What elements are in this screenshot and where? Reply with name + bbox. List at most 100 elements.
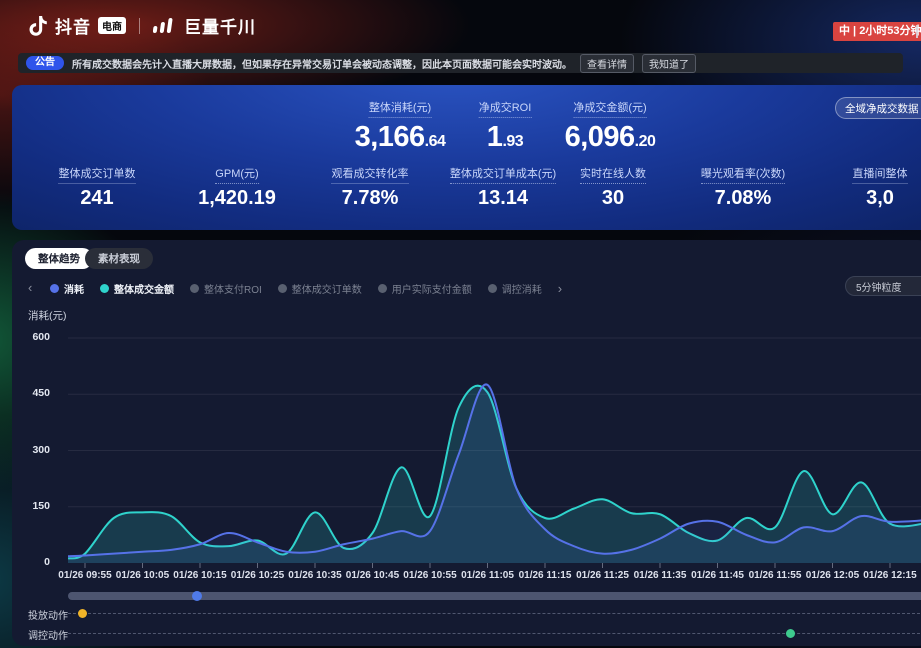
action-row-label: 调控动作 xyxy=(28,631,68,642)
legend-dot-icon xyxy=(190,283,199,293)
metric-value: 30 xyxy=(601,187,625,209)
legend-label: 调控消耗 xyxy=(501,284,542,296)
x-axis-label: 01/26 10:45 xyxy=(345,570,400,581)
legend-label: 整体支付ROI xyxy=(204,284,262,296)
metric-view-conversion-rate: 观看成交转化率 7.78% xyxy=(331,164,409,210)
scrollbar-handle[interactable] xyxy=(192,591,203,601)
metric-exposure-view-rate: 曝光观看率(次数) 7.08% xyxy=(700,164,786,210)
action-marker-dot[interactable] xyxy=(78,609,88,618)
legend-item-pay-roi[interactable]: 整体支付ROI xyxy=(190,281,262,296)
metric-label: 净成交金额(元) xyxy=(573,99,647,118)
action-timeline xyxy=(68,613,921,614)
metric-online-users: 实时在线人数 30 xyxy=(580,164,646,210)
gmv-area xyxy=(68,385,921,563)
x-axis-label: 01/26 10:55 xyxy=(403,570,457,581)
metric-value: 3,0 xyxy=(866,187,894,209)
chart-scrollbar[interactable] xyxy=(68,591,921,601)
legend-item-order-count[interactable]: 整体成交订单数 xyxy=(277,281,362,296)
metric-value: 1,420.19 xyxy=(198,187,276,209)
consume-area xyxy=(68,384,921,563)
tab-material-performance[interactable]: 素材表现 xyxy=(85,248,153,269)
legend-label: 整体成交订单数 xyxy=(291,284,362,296)
brand-divider xyxy=(139,17,140,34)
metric-overall-consume: 整体消耗(元) 3,166.64 xyxy=(355,98,446,154)
legend-item-user-pay-amount[interactable]: 用户实际支付金额 xyxy=(377,281,472,296)
action-row-label: 投放动作 xyxy=(28,611,68,622)
x-axis-label: 01/26 11:45 xyxy=(691,570,744,581)
y-axis-tick-label: 150 xyxy=(32,499,50,512)
metric-label: 观看成交转化率 xyxy=(331,165,409,184)
douyin-wordmark: 抖音 xyxy=(55,18,91,37)
metric-value: 1.93 xyxy=(486,121,524,153)
x-axis-label: 01/26 10:35 xyxy=(288,570,342,581)
metric-value: 13.14 xyxy=(477,187,529,209)
metric-value: 3,166.64 xyxy=(354,121,446,153)
qianchuan-wordmark: 巨量千川 xyxy=(184,18,256,37)
x-axis-label: 01/26 11:35 xyxy=(633,570,687,581)
metric-label: 整体成交订单成本(元) xyxy=(449,165,557,184)
metric-label: 整体成交订单数 xyxy=(58,165,136,184)
x-axis-label: 01/26 12:05 xyxy=(805,570,860,581)
x-axis-label: 01/26 12:15 xyxy=(863,570,917,581)
edge-divider xyxy=(916,25,918,38)
legend-dot-icon xyxy=(277,283,287,293)
metric-value: 241 xyxy=(80,187,114,209)
data-scope-selector[interactable]: 全域净成交数据 ⌄ xyxy=(835,97,921,119)
legend-item-gmv[interactable]: 整体成交金额 xyxy=(100,281,174,296)
metric-order-count: 整体成交订单数 241 xyxy=(58,164,136,210)
action-row-delivery-action: 投放动作 xyxy=(16,604,921,622)
consume-line xyxy=(67,383,921,558)
metric-value: 7.08% xyxy=(714,187,772,209)
data-scope-label: 全域净成交数据 xyxy=(845,102,919,115)
metric-order-cost: 整体成交订单成本(元) 13.14 xyxy=(449,164,557,210)
legend-dot-icon xyxy=(100,283,109,293)
trend-chart xyxy=(67,330,921,570)
action-row-control-action: 调控动作 xyxy=(16,624,921,642)
notice-tag: 公告 xyxy=(26,56,64,70)
legend-label: 消耗 xyxy=(64,284,84,296)
legend-item-control-consume[interactable]: 调控消耗 xyxy=(487,281,542,296)
granularity-selector[interactable]: 5分钟粒度 xyxy=(845,276,921,296)
y-axis-title: 消耗(元) xyxy=(28,310,67,322)
x-axis-label: 01/26 11:15 xyxy=(518,570,572,581)
y-axis-tick-label: 300 xyxy=(32,443,50,456)
brand: 抖音 电商 巨量千川 xyxy=(28,13,256,38)
y-axis-tick-label: 0 xyxy=(44,556,50,568)
metric-label: 直播间整体 xyxy=(852,165,908,184)
view-details-button[interactable]: 查看详情 xyxy=(580,53,634,73)
live-duration-badge: 中 | 2小时53分钟 xyxy=(833,22,921,41)
notice-text: 所有成交数据会先计入直播大屏数据，但如果存在异常交易订单会被动态调整，因此本页面… xyxy=(72,59,572,71)
action-marker-dot[interactable] xyxy=(786,629,796,638)
x-axis-label: 01/26 11:55 xyxy=(748,570,802,581)
legend-prev-arrow[interactable]: ‹ xyxy=(28,280,33,295)
ecommerce-badge: 电商 xyxy=(98,17,126,34)
x-axis-label: 01/26 10:05 xyxy=(115,570,170,581)
topbar: 抖音 电商 巨量千川 中 | 2小时53分钟 xyxy=(0,0,921,50)
x-axis-label: 01/26 10:15 xyxy=(173,570,227,581)
legend-next-arrow[interactable]: › xyxy=(557,280,563,296)
metric-net-roi: 净成交ROI 1.93 xyxy=(478,98,532,154)
got-it-button[interactable]: 我知道了 xyxy=(642,53,696,73)
metric-value: 6,096.20 xyxy=(564,121,656,153)
trend-panel: 整体趋势 素材表现 ‹ 消耗 整体成交金额 整体支付ROI 整体成交订单数 用户实际支付… xyxy=(12,240,921,646)
metric-live-overall: 直播间整体 3,0 xyxy=(852,164,908,210)
x-axis-label: 01/26 11:25 xyxy=(576,570,629,581)
metric-label: 曝光观看率(次数) xyxy=(700,165,786,184)
y-axis-tick-label: 450 xyxy=(32,387,50,400)
chart-canvas xyxy=(67,337,921,568)
tab-overall-trend[interactable]: 整体趋势 xyxy=(25,248,93,269)
legend-dot-icon xyxy=(377,283,387,293)
legend-item-consume[interactable]: 消耗 xyxy=(50,281,84,296)
x-axis-label: 01/26 11:05 xyxy=(461,570,514,581)
x-axis-label: 01/26 10:25 xyxy=(230,570,285,581)
y-axis-tick-label: 600 xyxy=(32,331,50,343)
metric-label: 净成交ROI xyxy=(478,99,532,118)
x-axis-label: 01/26 09:55 xyxy=(58,570,112,581)
qianchuan-logo-icon xyxy=(153,16,177,36)
metric-label: GPM(元) xyxy=(215,165,259,184)
metric-value: 7.78% xyxy=(341,187,399,209)
metric-label: 实时在线人数 xyxy=(580,165,646,184)
action-timeline xyxy=(68,633,921,634)
metric-gpm: GPM(元) 1,420.19 xyxy=(198,164,276,210)
